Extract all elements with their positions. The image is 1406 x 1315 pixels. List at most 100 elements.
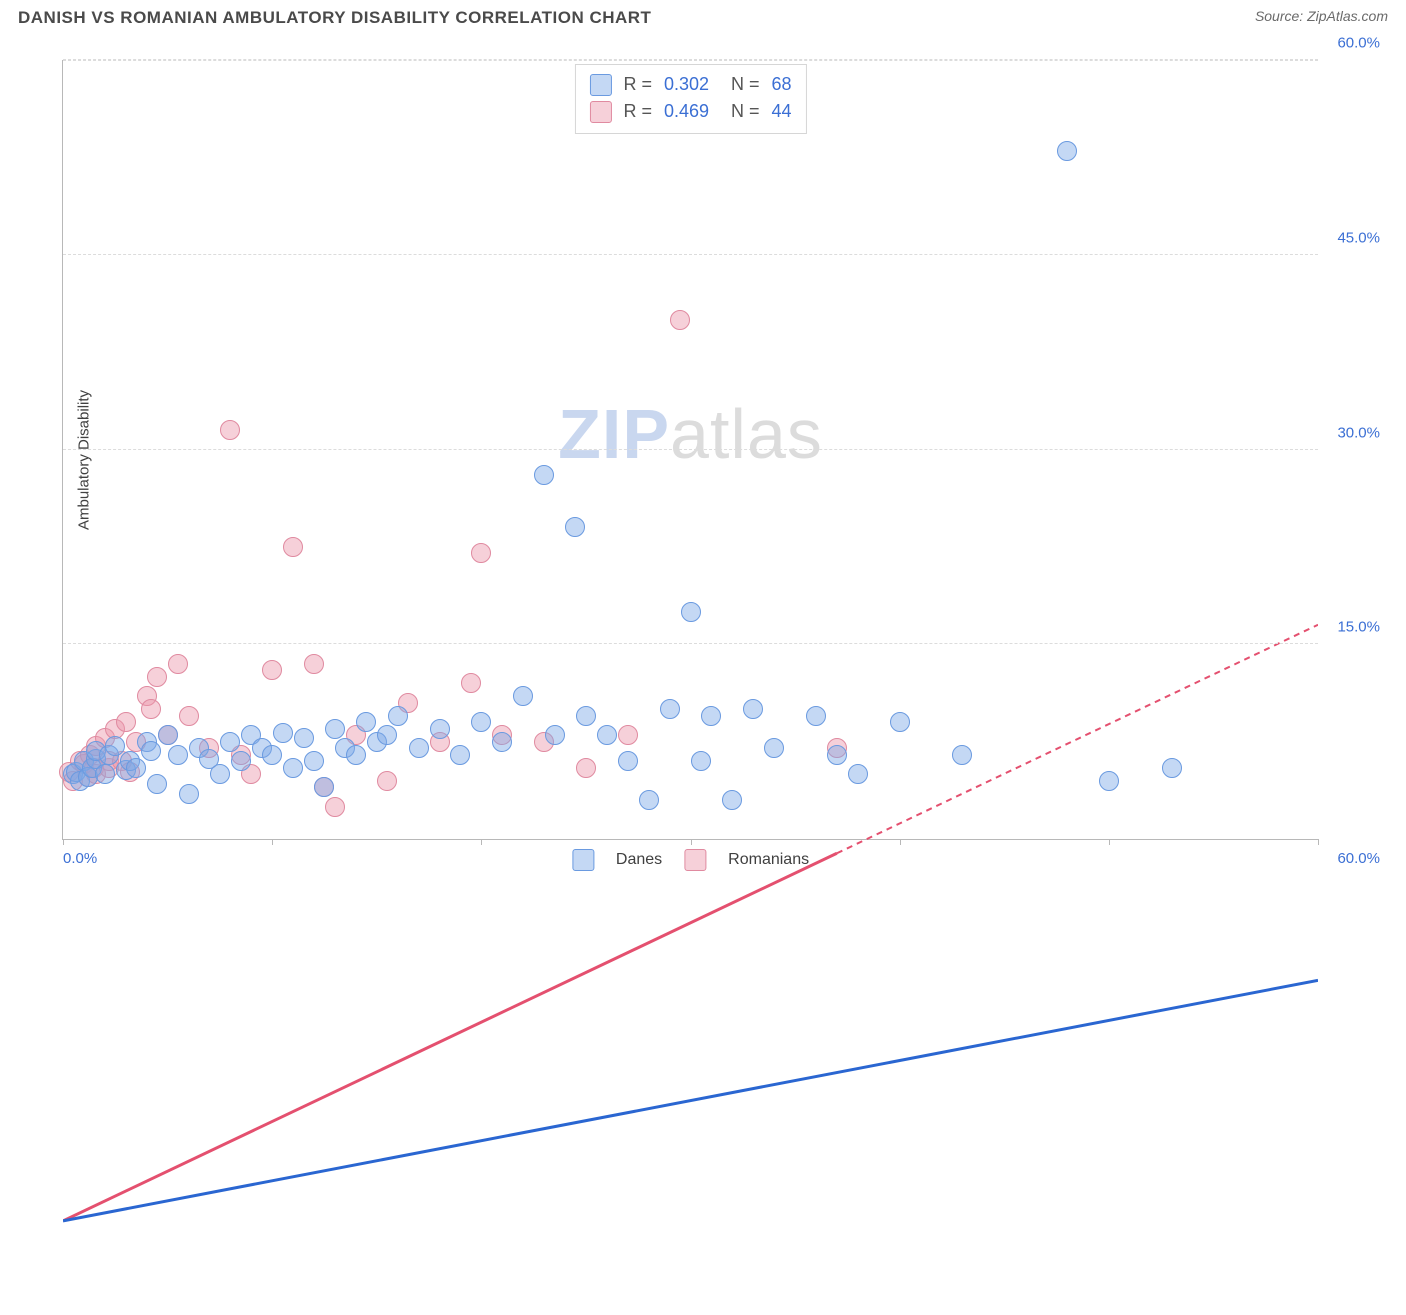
data-point-romanians xyxy=(116,712,136,732)
data-point-danes xyxy=(890,712,910,732)
data-point-danes xyxy=(105,736,125,756)
gridline xyxy=(63,60,1318,61)
data-point-danes xyxy=(545,725,565,745)
plot-area: ZIPatlas R = 0.302 N = 68 R = 0.469 N = … xyxy=(62,60,1318,840)
data-point-danes xyxy=(273,723,293,743)
data-point-romanians xyxy=(576,758,596,778)
data-point-danes xyxy=(764,738,784,758)
data-point-danes xyxy=(168,745,188,765)
stat-n-romanians: 44 xyxy=(772,98,792,125)
stat-r-danes: 0.302 xyxy=(664,71,709,98)
data-point-romanians xyxy=(141,699,161,719)
data-point-danes xyxy=(304,751,324,771)
data-point-danes xyxy=(722,790,742,810)
data-point-romanians xyxy=(179,706,199,726)
stat-r-label: R = xyxy=(623,71,652,98)
source-attribution: Source: ZipAtlas.com xyxy=(1255,8,1388,24)
stat-r-label: R = xyxy=(623,98,652,125)
data-point-danes xyxy=(231,751,251,771)
data-point-danes xyxy=(576,706,596,726)
data-point-danes xyxy=(492,732,512,752)
data-point-danes xyxy=(1057,141,1077,161)
data-point-romanians xyxy=(283,537,303,557)
x-tick-mark xyxy=(900,839,901,845)
chart-title: DANISH VS ROMANIAN AMBULATORY DISABILITY… xyxy=(18,8,651,28)
data-point-danes xyxy=(325,719,345,739)
data-point-danes xyxy=(294,728,314,748)
data-point-danes xyxy=(660,699,680,719)
data-point-danes xyxy=(346,745,366,765)
data-point-danes xyxy=(314,777,334,797)
data-point-romanians xyxy=(304,654,324,674)
gridline xyxy=(63,449,1318,450)
data-point-danes xyxy=(95,764,115,784)
data-point-romanians xyxy=(168,654,188,674)
watermark: ZIPatlas xyxy=(558,394,823,474)
data-point-romanians xyxy=(461,673,481,693)
data-point-romanians xyxy=(220,420,240,440)
legend-label-danes: Danes xyxy=(616,851,662,869)
stat-n-label: N = xyxy=(731,98,760,125)
x-tick-mark xyxy=(481,839,482,845)
data-point-romanians xyxy=(618,725,638,745)
data-point-danes xyxy=(220,732,240,752)
x-tick-label: 0.0% xyxy=(63,850,97,867)
swatch-danes xyxy=(589,74,611,96)
data-point-danes xyxy=(513,686,533,706)
stat-n-label: N = xyxy=(731,71,760,98)
legend-label-romanians: Romanians xyxy=(728,851,809,869)
data-point-danes xyxy=(681,602,701,622)
stat-r-romanians: 0.469 xyxy=(664,98,709,125)
x-tick-mark xyxy=(272,839,273,845)
legend-swatch-danes xyxy=(572,849,594,871)
data-point-romanians xyxy=(670,310,690,330)
data-point-danes xyxy=(262,745,282,765)
data-point-danes xyxy=(179,784,199,804)
x-tick-label: 60.0% xyxy=(1337,850,1380,867)
x-tick-mark xyxy=(63,839,64,845)
stats-row-danes: R = 0.302 N = 68 xyxy=(589,71,791,98)
data-point-danes xyxy=(848,764,868,784)
x-tick-mark xyxy=(1318,839,1319,845)
data-point-danes xyxy=(283,758,303,778)
data-point-danes xyxy=(430,719,450,739)
data-point-danes xyxy=(450,745,470,765)
data-point-danes xyxy=(210,764,230,784)
data-point-danes xyxy=(701,706,721,726)
swatch-romanians xyxy=(589,101,611,123)
data-point-danes xyxy=(1162,758,1182,778)
x-tick-mark xyxy=(691,839,692,845)
watermark-part2: atlas xyxy=(670,395,823,473)
data-point-danes xyxy=(147,774,167,794)
data-point-danes xyxy=(158,725,178,745)
chart-area: Ambulatory Disability ZIPatlas R = 0.302… xyxy=(18,40,1388,880)
data-point-romanians xyxy=(147,667,167,687)
gridline xyxy=(63,254,1318,255)
stats-row-romanians: R = 0.469 N = 44 xyxy=(589,98,791,125)
y-tick-label: 45.0% xyxy=(1337,229,1380,246)
data-point-danes xyxy=(126,758,146,778)
data-point-danes xyxy=(827,745,847,765)
legend-swatch-romanians xyxy=(684,849,706,871)
data-point-danes xyxy=(377,725,397,745)
data-point-danes xyxy=(618,751,638,771)
stat-n-danes: 68 xyxy=(772,71,792,98)
x-tick-mark xyxy=(1109,839,1110,845)
data-point-romanians xyxy=(471,543,491,563)
y-tick-label: 15.0% xyxy=(1337,619,1380,636)
gridline xyxy=(63,643,1318,644)
data-point-danes xyxy=(388,706,408,726)
y-tick-label: 30.0% xyxy=(1337,424,1380,441)
data-point-danes xyxy=(597,725,617,745)
data-point-danes xyxy=(141,741,161,761)
data-point-danes xyxy=(409,738,429,758)
data-point-romanians xyxy=(262,660,282,680)
data-point-danes xyxy=(639,790,659,810)
data-point-danes xyxy=(806,706,826,726)
regression-lines xyxy=(63,60,1318,1315)
data-point-danes xyxy=(743,699,763,719)
data-point-danes xyxy=(471,712,491,732)
data-point-danes xyxy=(1099,771,1119,791)
series-legend: Danes Romanians xyxy=(572,849,809,871)
stats-legend-box: R = 0.302 N = 68 R = 0.469 N = 44 xyxy=(574,64,806,134)
